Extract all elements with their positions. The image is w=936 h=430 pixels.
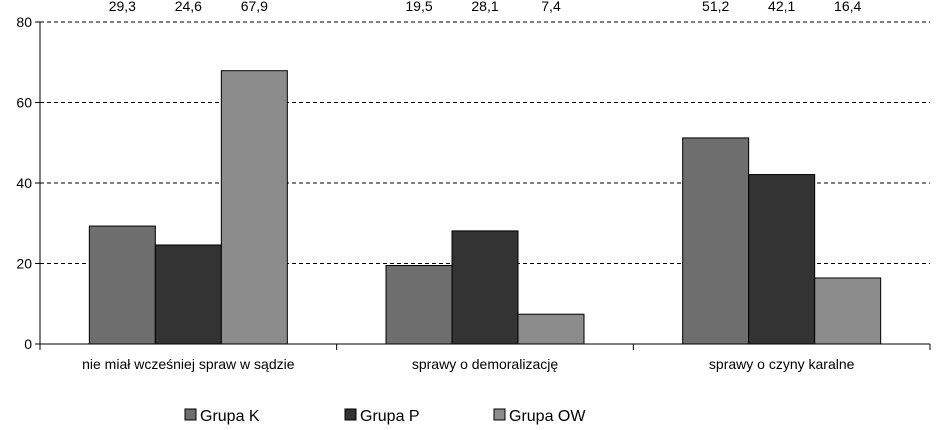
bar [385,265,453,345]
data-label: 29,3 [109,0,136,14]
legend-swatch [344,408,357,421]
legend-swatch [493,408,506,421]
data-label: 67,9 [241,0,268,14]
x-category-label: sprawy o demoralizację [412,356,558,372]
bar [748,174,816,345]
x-category-label: sprawy o czyny karalne [709,356,855,372]
data-label: 19,5 [405,0,432,14]
legend-swatch [184,408,197,421]
legend-label: Grupa P [360,408,420,425]
y-tick-label: 20 [16,256,32,272]
y-tick-label: 0 [24,336,32,352]
data-label: 16,4 [834,0,861,14]
bars [88,70,882,345]
data-label: 7,4 [541,0,561,14]
data-label: 51,2 [702,0,729,14]
data-label: 42,1 [768,0,795,14]
bar [517,313,585,345]
y-axis: 0 20 40 60 80 [16,14,41,352]
y-tick-label: 60 [16,95,32,111]
bar [88,225,156,345]
y-tick-label: 40 [16,175,32,191]
bar [451,230,519,345]
bar [154,244,222,345]
legend: Grupa K Grupa P Grupa OW [184,408,586,425]
legend-label: Grupa OW [509,408,586,425]
bar [682,137,750,345]
x-category-label: nie miał wcześniej spraw w sądzie [82,356,295,372]
bar [814,277,882,345]
y-tick-label: 80 [16,14,32,30]
data-label: 24,6 [175,0,202,14]
bar [220,70,288,345]
x-axis: nie miał wcześniej spraw w sądzie sprawy … [39,343,931,372]
legend-label: Grupa K [200,408,260,425]
data-label: 28,1 [471,0,498,14]
data-labels: 29,3 24,6 67,9 19,5 28,1 7,4 51,2 42,1 16,4 [109,0,862,14]
